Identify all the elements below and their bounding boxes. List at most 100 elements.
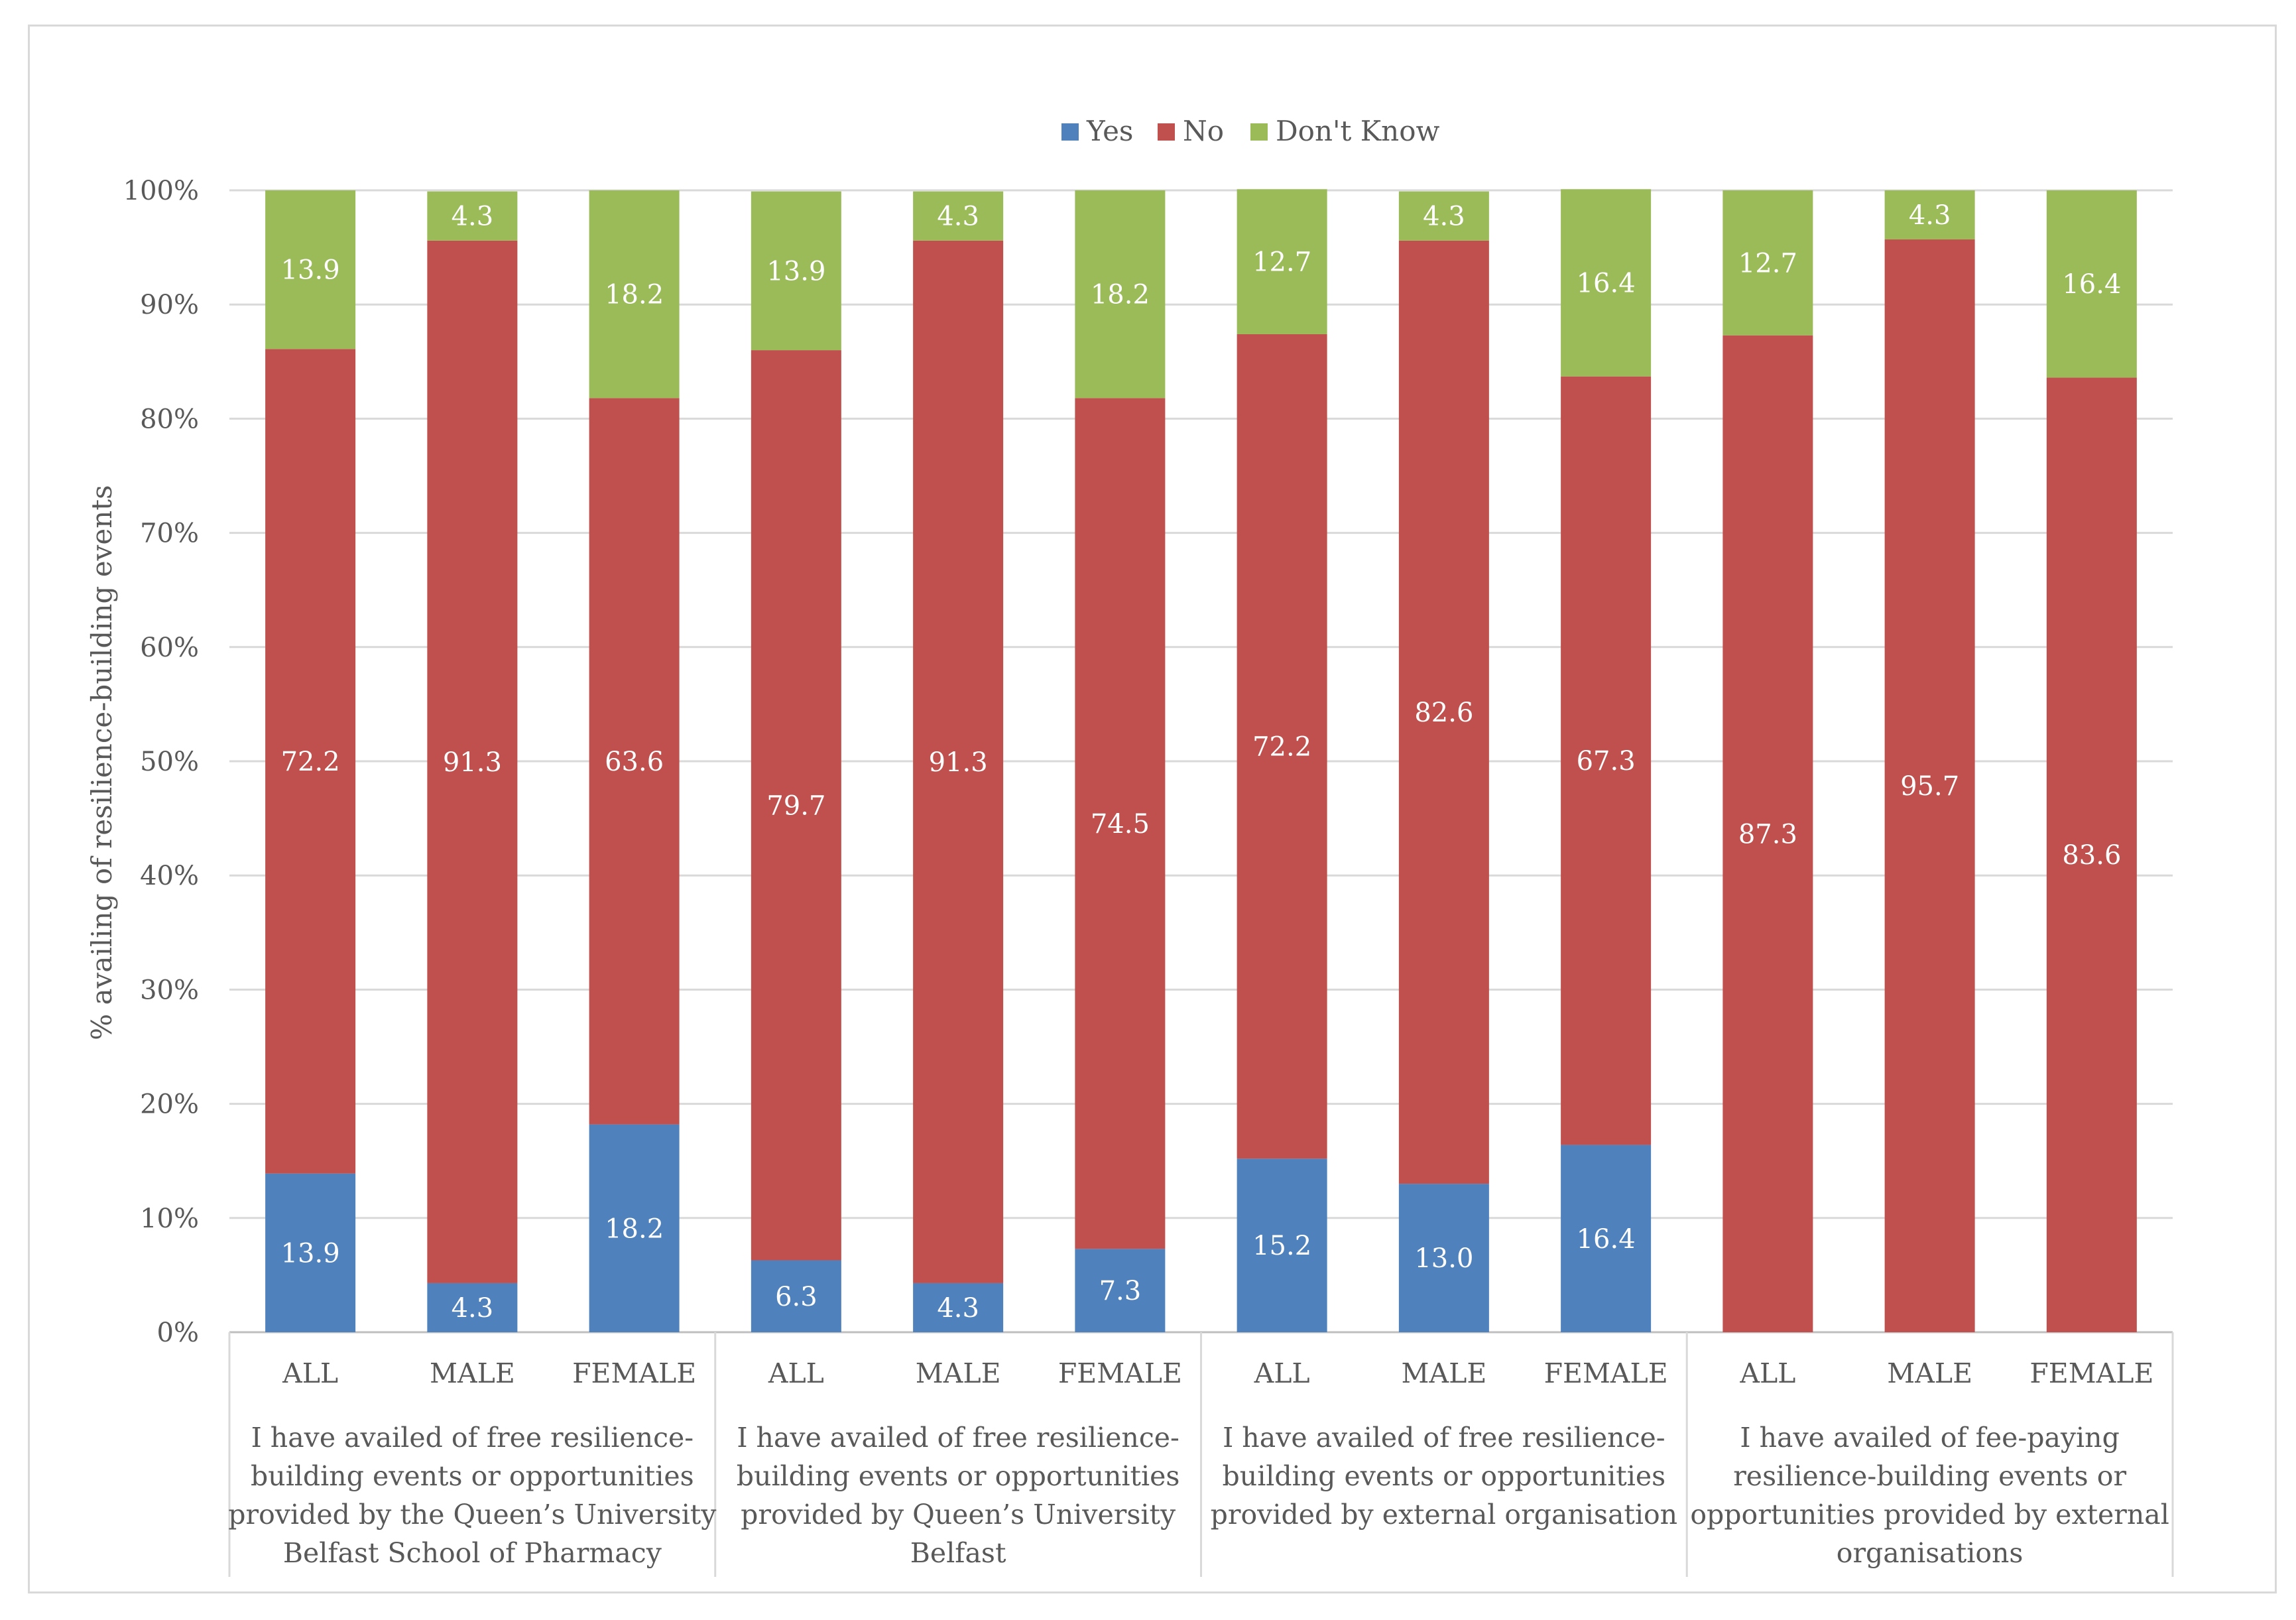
data-label: 16.4 (1577, 1224, 1636, 1255)
bar-no[interactable] (751, 350, 841, 1261)
bar-yes[interactable] (913, 1282, 1004, 1332)
legend-swatch-yes (1061, 123, 1079, 141)
data-label: 7.3 (1099, 1276, 1142, 1306)
data-label: 4.3 (937, 202, 979, 232)
bar-yes[interactable] (265, 1173, 356, 1332)
x-tick-label: FEMALE (2029, 1357, 2153, 1389)
data-label: 16.4 (2062, 269, 2121, 300)
bar-no[interactable] (1561, 376, 1652, 1145)
bar-no[interactable] (913, 240, 1004, 1283)
bar-don-t-know[interactable] (1237, 189, 1327, 334)
data-label: 4.3 (1909, 200, 1951, 231)
data-label: 95.7 (1900, 771, 1959, 802)
bar-yes[interactable] (589, 1124, 680, 1332)
y-tick-label: 0% (157, 1318, 199, 1348)
group-label: resilience-building events or (1733, 1460, 2126, 1492)
group-label: I have availed of free resilience- (737, 1422, 1179, 1454)
data-label: 6.3 (775, 1282, 817, 1312)
x-tick-label: FEMALE (1058, 1357, 1182, 1389)
group-label: building events or opportunities (1223, 1460, 1666, 1492)
group-label: building events or opportunities (737, 1460, 1180, 1492)
bar-yes[interactable] (751, 1260, 841, 1332)
y-tick-label: 90% (140, 290, 199, 320)
bar-no[interactable] (265, 349, 356, 1174)
data-label: 87.3 (1738, 819, 1797, 849)
data-label: 82.6 (1414, 698, 1473, 728)
data-label: 63.6 (605, 747, 664, 777)
y-tick-label: 20% (140, 1090, 199, 1120)
data-label: 18.2 (605, 280, 664, 310)
group-label: organisations (1837, 1537, 2024, 1569)
bar-no[interactable] (2046, 377, 2137, 1333)
group-label: opportunities provided by external (1690, 1499, 2169, 1530)
group-label: provided by external organisation (1211, 1499, 1677, 1530)
group-label: provided by the Queen’s University (228, 1499, 717, 1530)
data-label: 13.9 (281, 255, 340, 286)
x-tick-label: ALL (1739, 1357, 1795, 1389)
x-tick-label: MALE (1887, 1357, 1972, 1389)
x-tick-label: ALL (1254, 1357, 1310, 1389)
data-label: 12.7 (1738, 248, 1797, 279)
y-tick-label: 10% (140, 1204, 199, 1234)
data-label: 4.3 (452, 202, 494, 232)
group-label: building events or opportunities (251, 1460, 694, 1492)
group-label: I have availed of free resilience- (251, 1422, 694, 1454)
x-tick-label: ALL (282, 1357, 338, 1389)
bar-no[interactable] (427, 240, 518, 1283)
data-label: 67.3 (1577, 746, 1636, 777)
bar-don-t-know[interactable] (751, 191, 841, 351)
bar-no[interactable] (1722, 335, 1813, 1333)
data-label: 72.2 (281, 747, 340, 777)
data-label: 13.9 (281, 1238, 340, 1269)
x-tick-label: FEMALE (1544, 1357, 1668, 1389)
x-tick-label: MALE (430, 1357, 515, 1389)
data-label: 4.3 (452, 1293, 494, 1324)
data-label: 12.7 (1252, 247, 1311, 278)
bar-no[interactable] (1075, 398, 1166, 1249)
bar-don-t-know[interactable] (589, 190, 680, 399)
bar-don-t-know[interactable] (913, 191, 1004, 241)
bar-no[interactable] (589, 398, 680, 1125)
y-tick-label: 30% (140, 975, 199, 1005)
group-label: I have availed of fee-paying (1740, 1422, 2119, 1454)
bar-no[interactable] (1398, 240, 1489, 1184)
bar-don-t-know[interactable] (265, 190, 356, 349)
bar-no[interactable] (1237, 334, 1327, 1159)
group-label: I have availed of free resilience- (1223, 1422, 1665, 1454)
bar-don-t-know[interactable] (2046, 190, 2137, 378)
x-tick-label: MALE (916, 1357, 1001, 1389)
x-tick-label: FEMALE (572, 1357, 696, 1389)
bar-don-t-know[interactable] (427, 191, 518, 241)
bar-yes[interactable] (1075, 1249, 1166, 1332)
legend-swatch-don-t-know (1250, 123, 1268, 141)
bar-yes[interactable] (427, 1282, 518, 1332)
legend-swatch-no (1158, 123, 1175, 141)
bar-no[interactable] (1884, 239, 1975, 1332)
legend-label: Don't Know (1276, 115, 1439, 147)
y-tick-label: 50% (140, 747, 199, 777)
data-label: 4.3 (937, 1293, 979, 1324)
group-label: Belfast School of Pharmacy (283, 1537, 662, 1569)
y-tick-label: 40% (140, 861, 199, 891)
y-axis-title: % availing of resilience-building events (86, 485, 118, 1040)
data-label: 79.7 (766, 790, 825, 821)
x-tick-label: MALE (1402, 1357, 1487, 1389)
bar-don-t-know[interactable] (1075, 190, 1166, 399)
bar-don-t-know[interactable] (1884, 190, 1975, 240)
y-tick-label: 80% (140, 404, 199, 434)
data-label: 72.2 (1252, 732, 1311, 763)
data-label: 91.3 (443, 747, 502, 778)
bar-don-t-know[interactable] (1722, 190, 1813, 336)
legend-label: Yes (1086, 115, 1134, 147)
data-label: 91.3 (929, 747, 988, 778)
bar-don-t-know[interactable] (1561, 189, 1652, 377)
bar-yes[interactable] (1398, 1184, 1489, 1332)
bar-yes[interactable] (1561, 1145, 1652, 1332)
group-label: Belfast (910, 1537, 1006, 1569)
bar-don-t-know[interactable] (1398, 191, 1489, 241)
y-tick-label: 70% (140, 519, 199, 549)
group-label: provided by Queen’s University (741, 1499, 1176, 1530)
bar-yes[interactable] (1237, 1158, 1327, 1332)
data-label: 16.4 (1577, 268, 1636, 298)
